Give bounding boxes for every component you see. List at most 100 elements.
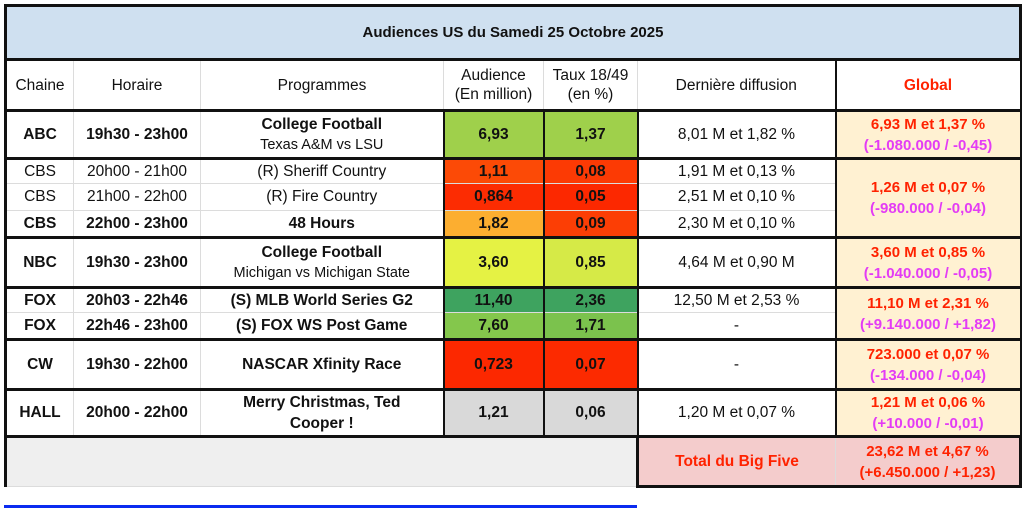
header-audience: Audience (En million) [443, 58, 544, 111]
cell-programme: 48 Hours [200, 210, 444, 238]
total-value: 23,62 M et 4,67 % (+6.450.000 / +1,23) [835, 435, 1022, 488]
cell-taux: 1,71 [543, 312, 639, 340]
cell-audience: 1,11 [442, 157, 545, 184]
cell-global: 6,93 M et 1,37 % (-1.080.000 / -0,45) [834, 109, 1022, 159]
table-row: CBS 22h00 - 23h00 48 Hours 1,82 0,09 2,3… [4, 210, 1021, 238]
cell-global: 723.000 et 0,07 % (-134.000 / -0,04) [834, 338, 1022, 390]
cell-horaire: 19h30 - 23h00 [73, 109, 201, 159]
programme-title: College Football [261, 115, 383, 133]
cell-horaire: 19h30 - 22h00 [73, 338, 201, 390]
cell-taux: 0,09 [543, 210, 639, 238]
table-row: ABC 19h30 - 23h00 College Football Texas … [4, 109, 1022, 159]
cell-derniere: 12,50 M et 2,53 % [637, 286, 836, 313]
header-chaine: Chaine [4, 58, 74, 111]
cell-programme: Merry Christmas, Ted Cooper ! [200, 388, 444, 437]
global-main: 6,93 M et 1,37 % [870, 115, 986, 133]
cell-derniere: 2,51 M et 0,10 % [637, 183, 836, 211]
cell-chaine: CW [4, 338, 74, 390]
table-row: CW 19h30 - 22h00 NASCAR Xfinity Race 0,7… [4, 338, 1022, 390]
audiences-table: Audiences US du Samedi 25 Octobre 2025 C… [4, 4, 1022, 488]
cell-horaire: 22h00 - 23h00 [73, 210, 201, 238]
table-row: CBS 21h00 - 22h00 (R) Fire Country 0,864… [4, 183, 1021, 211]
cell-horaire: 20h00 - 21h00 [73, 157, 201, 184]
cell-chaine: FOX [4, 312, 74, 340]
selection-border [4, 505, 637, 508]
header-taux: Taux 18/49 (en %) [543, 58, 638, 111]
cell-derniere: - [637, 338, 836, 390]
table-title: Audiences US du Samedi 25 Octobre 2025 [4, 4, 1022, 61]
cell-horaire: 22h46 - 23h00 [73, 312, 201, 340]
cell-derniere: 2,30 M et 0,10 % [637, 210, 836, 238]
global-delta: (+10.000 / -0,01) [872, 415, 984, 432]
cell-audience: 6,93 [442, 109, 545, 159]
cell-derniere: 1,20 M et 0,07 % [637, 388, 836, 437]
global-main: 1,26 M et 0,07 % [870, 179, 986, 196]
cell-programme: NASCAR Xfinity Race [200, 338, 444, 390]
global-main: 3,60 M et 0,85 % [870, 243, 986, 261]
cell-global: 3,60 M et 0,85 % (-1.040.000 / -0,05) [834, 236, 1022, 288]
cell-chaine: ABC [4, 109, 74, 159]
cell-programme: (S) MLB World Series G2 [200, 286, 444, 313]
cell-taux: 0,85 [543, 236, 639, 288]
cell-chaine: CBS [4, 183, 74, 211]
spreadsheet: Audiences US du Samedi 25 Octobre 2025 C… [4, 4, 1022, 508]
cell-global: 1,21 M et 0,06 % (+10.000 / -0,01) [834, 388, 1022, 437]
total-label: Total du Big Five [636, 435, 836, 488]
global-main: 1,21 M et 0,06 % [870, 394, 986, 411]
cell-audience: 7,60 [442, 312, 545, 340]
header-taux-line2: (en %) [567, 86, 614, 103]
cell-horaire: 20h00 - 22h00 [73, 388, 201, 437]
cell-taux: 2,36 [543, 286, 639, 313]
total-delta: (+6.450.000 / +1,23) [859, 463, 996, 481]
cell-programme: College Football Texas A&M vs LSU [200, 109, 444, 159]
cell-programme: (R) Sheriff Country [200, 157, 444, 184]
cell-chaine: NBC [4, 236, 74, 288]
total-row: Total du Big Five 23,62 M et 4,67 % (+6.4… [4, 435, 1022, 488]
cell-derniere: 8,01 M et 1,82 % [637, 109, 836, 159]
cell-taux: 0,06 [543, 388, 639, 437]
table-row: FOX 22h46 - 23h00 (S) FOX WS Post Game 7… [4, 312, 1021, 340]
global-main: 723.000 et 0,07 % [866, 345, 990, 363]
cell-global: 11,10 M et 2,31 % (+9.140.000 / +1,82) [834, 286, 1022, 340]
cell-chaine: CBS [4, 210, 74, 238]
global-delta: (-980.000 / -0,04) [870, 200, 986, 217]
global-delta: (+9.140.000 / +1,82) [860, 315, 996, 333]
cell-chaine: CBS [4, 157, 74, 184]
cell-programme: College Football Michigan vs Michigan Sta… [200, 236, 444, 288]
programme-subtitle: Michigan vs Michigan State [233, 264, 411, 281]
cell-chaine: HALL [4, 388, 74, 437]
cell-taux: 0,08 [543, 157, 639, 184]
cell-programme: (R) Fire Country [200, 183, 444, 211]
table-row: HALL 20h00 - 22h00 Merry Christmas, Ted … [4, 388, 1022, 437]
cell-audience: 0,723 [442, 338, 545, 390]
header-taux-line1: Taux 18/49 [552, 67, 629, 84]
cell-horaire: 21h00 - 22h00 [73, 183, 201, 211]
global-main: 11,10 M et 2,31 % [867, 294, 989, 312]
cell-taux: 0,05 [543, 183, 639, 211]
cell-horaire: 19h30 - 23h00 [73, 236, 201, 288]
header-horaire: Horaire [73, 58, 201, 111]
cell-programme: (S) FOX WS Post Game [200, 312, 444, 340]
header-audience-line1: Audience [461, 67, 526, 84]
table-row: NBC 19h30 - 23h00 College Football Michig… [4, 236, 1022, 288]
cell-global: 1,26 M et 0,07 % (-980.000 / -0,04) [834, 157, 1022, 238]
table-row: FOX 20h03 - 22h46 (S) MLB World Series G… [4, 286, 1022, 340]
empty-cell [4, 435, 638, 487]
global-delta: (-134.000 / -0,04) [870, 366, 986, 384]
table-row: CBS 20h00 - 21h00 (R) Sheriff Country 1,… [4, 157, 1022, 238]
cell-derniere: 4,64 M et 0,90 M [637, 236, 836, 288]
cell-audience: 11,40 [442, 286, 545, 313]
cell-chaine: FOX [4, 286, 74, 313]
global-delta: (-1.040.000 / -0,05) [863, 264, 993, 282]
cell-audience: 3,60 [442, 236, 545, 288]
global-delta: (-1.080.000 / -0,45) [863, 136, 993, 154]
cell-audience: 0,864 [442, 183, 545, 211]
total-main: 23,62 M et 4,67 % [866, 442, 989, 460]
header-programmes: Programmes [200, 58, 444, 111]
programme-title: College Football [261, 243, 383, 261]
cell-taux: 0,07 [543, 338, 639, 390]
header-derniere: Dernière diffusion [637, 58, 836, 111]
programme-subtitle: Texas A&M vs LSU [260, 136, 384, 153]
cell-taux: 1,37 [543, 109, 639, 159]
cell-derniere: - [637, 312, 836, 340]
